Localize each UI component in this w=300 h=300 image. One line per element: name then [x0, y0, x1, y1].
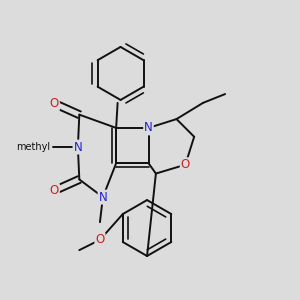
Text: methyl: methyl — [15, 142, 47, 151]
Text: O: O — [50, 97, 59, 110]
Text: O: O — [50, 184, 59, 197]
Text: methyl: methyl — [42, 146, 46, 148]
Text: N: N — [98, 190, 107, 204]
Text: N: N — [74, 141, 82, 154]
Text: methyl: methyl — [46, 145, 51, 146]
Text: N: N — [144, 122, 153, 134]
Text: O: O — [95, 233, 105, 246]
Text: methyl: methyl — [17, 142, 51, 152]
Text: O: O — [181, 158, 190, 171]
Text: methyl: methyl — [16, 142, 50, 152]
